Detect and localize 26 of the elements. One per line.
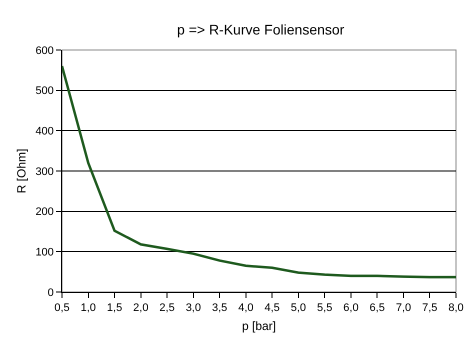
- x-tick-label: 6,0: [343, 302, 359, 314]
- x-tick-label: 3,0: [186, 302, 201, 314]
- y-tick-label: 500: [35, 85, 54, 98]
- y-tick-label: 100: [35, 246, 54, 259]
- y-tick-label: 0: [48, 286, 54, 299]
- y-tick-label: 400: [35, 126, 54, 138]
- x-tick-label: 3,5: [212, 302, 228, 314]
- x-tick-label: 1,0: [80, 302, 96, 314]
- x-tick-label: 7,5: [422, 302, 438, 314]
- x-tick-label: 4,5: [264, 302, 280, 314]
- x-tick-label: 0,5: [54, 302, 70, 314]
- x-tick-label: 5,5: [317, 302, 332, 314]
- x-tick-label: 5,0: [290, 302, 306, 314]
- y-tick-label: 600: [35, 44, 54, 57]
- x-tick-label: 6,5: [370, 302, 385, 314]
- x-axis-title: p [bar]: [242, 319, 276, 334]
- chart-title: p => R-Kurve Foliensensor: [177, 22, 345, 38]
- x-tick-label: 7,0: [396, 302, 412, 314]
- y-axis-title: R [Ohm]: [14, 148, 29, 194]
- x-tick-label: 2,5: [159, 302, 175, 314]
- x-tick-label: 2,0: [133, 302, 148, 314]
- y-tick-label: 300: [35, 166, 54, 178]
- x-tick-label: 1,5: [106, 302, 122, 314]
- x-tick-label: 4,0: [238, 302, 254, 314]
- x-tick-label: 8,0: [448, 302, 464, 314]
- y-tick-label: 200: [35, 206, 54, 218]
